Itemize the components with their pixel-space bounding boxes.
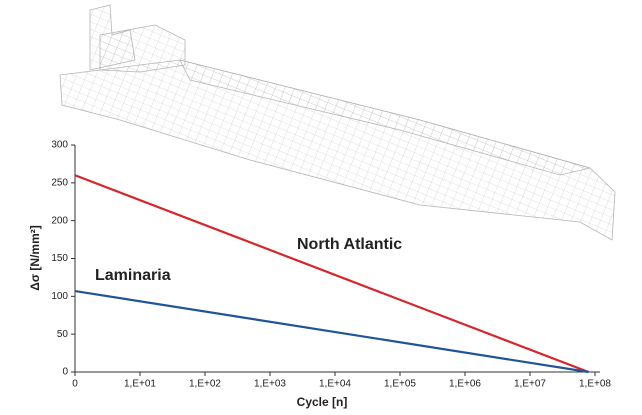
y-tick-label: 200 <box>51 215 68 226</box>
y-axis-title: Δσ [N/mm²] <box>28 225 42 291</box>
x-tick-label: 1,E+02 <box>189 379 221 390</box>
y-tick-label: 100 <box>51 291 68 302</box>
x-tick-label: 1,E+05 <box>384 379 416 390</box>
y-tick-label: 300 <box>51 140 68 151</box>
x-tick-label: 1,E+03 <box>254 379 286 390</box>
x-axis-title: Cycle [n] <box>297 395 348 409</box>
x-tick-label: 1,E+06 <box>449 379 481 390</box>
x-tick-label: 1,E+01 <box>124 379 156 390</box>
y-tick-label: 50 <box>57 329 69 340</box>
x-tick-label: 1,E+07 <box>514 379 546 390</box>
ship-mesh <box>60 5 615 240</box>
series-label: Laminaria <box>95 267 171 284</box>
series-line <box>75 291 589 372</box>
x-tick-label: 0 <box>72 379 78 390</box>
y-tick-label: 250 <box>51 177 68 188</box>
y-tick-label: 0 <box>62 367 68 378</box>
x-tick-label: 1,E+08 <box>579 379 611 390</box>
y-tick-label: 150 <box>51 253 68 264</box>
chart: Cycle [n] Δσ [N/mm²] 0 50 100 150 200 250 300 0… <box>0 0 642 415</box>
series-label: North Atlantic <box>297 236 402 253</box>
x-tick-label: 1,E+04 <box>319 379 351 390</box>
